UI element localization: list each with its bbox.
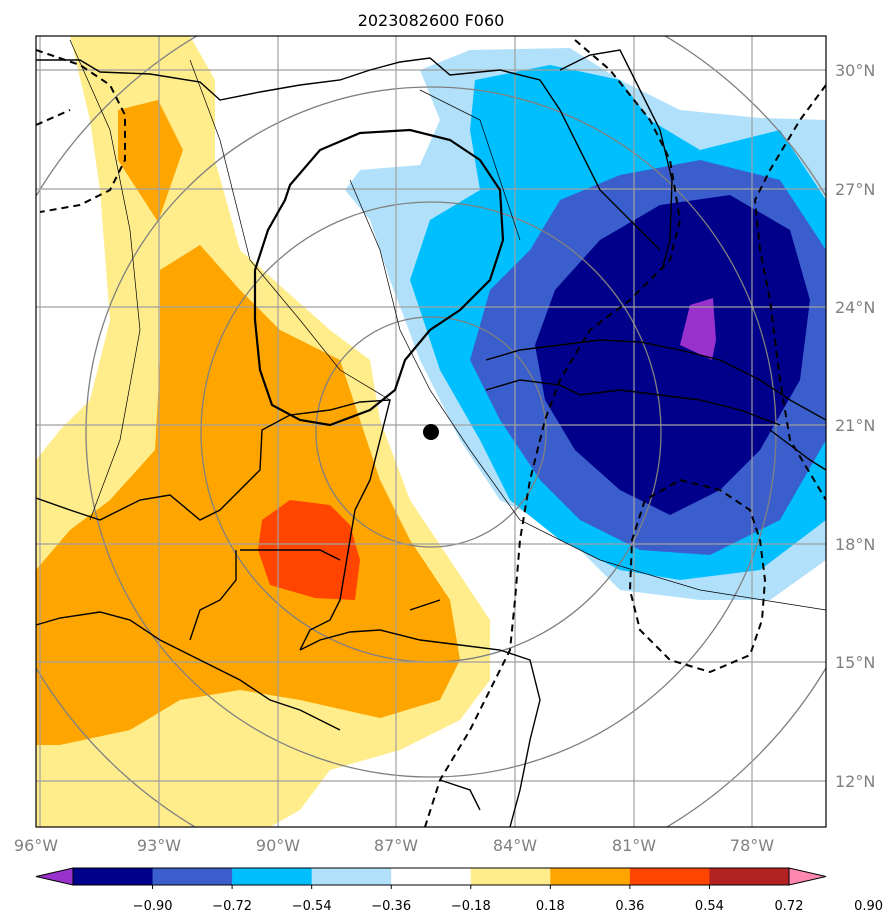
latitude-labels: 30°N 27°N 24°N 21°N 18°N 15°N 12°N xyxy=(835,61,875,791)
colorbar-tick-label: −0.72 xyxy=(212,899,252,914)
lat-label: 18°N xyxy=(835,535,875,554)
shelf-contours xyxy=(69,39,826,611)
colorbar-tick-label: −0.54 xyxy=(292,899,332,914)
colorbar-segment xyxy=(629,868,710,885)
lat-label: 30°N xyxy=(835,61,875,80)
lon-label: 93°W xyxy=(137,836,181,855)
lon-label: 81°W xyxy=(612,836,656,855)
lon-label: 78°W xyxy=(730,836,774,855)
negative-contours xyxy=(36,39,826,827)
positive-contour xyxy=(253,128,505,427)
colorbar-segment xyxy=(311,868,392,885)
colorbar-tick-label: 0.90 xyxy=(854,899,883,914)
coastlines xyxy=(36,49,826,827)
positive-anomaly-medium-2 xyxy=(118,100,183,222)
colorbar-segment xyxy=(152,868,233,885)
lon-label: 90°W xyxy=(256,836,300,855)
lat-label: 21°N xyxy=(835,416,875,435)
colorbar-ticks: −0.90 −0.72 −0.54 −0.36 −0.18 0.18 0.36 … xyxy=(133,899,883,914)
graticule xyxy=(36,36,826,827)
colorbar-segment xyxy=(73,868,154,885)
colorbar-tick-label: 0.18 xyxy=(536,899,565,914)
lon-label: 84°W xyxy=(493,836,537,855)
colorbar xyxy=(35,867,827,889)
map-area xyxy=(36,36,826,827)
lon-label: 87°W xyxy=(374,836,418,855)
lat-label: 27°N xyxy=(835,180,875,199)
lat-label: 12°N xyxy=(835,772,875,791)
colorbar-segment xyxy=(232,868,313,885)
colorbar-segment xyxy=(470,868,551,885)
negative-anomaly-very-strong xyxy=(535,195,810,515)
colorbar-segment xyxy=(391,868,472,885)
colorbar-extension-high xyxy=(788,867,827,886)
colorbar-tick-label: −0.90 xyxy=(133,899,173,914)
colorbar-tick-label: 0.72 xyxy=(775,899,804,914)
lat-label: 15°N xyxy=(835,653,875,672)
colorbar-segment xyxy=(550,868,631,885)
lat-label: 24°N xyxy=(835,298,875,317)
colorbar-segment xyxy=(709,868,790,885)
colorbar-extension-low xyxy=(35,867,74,886)
colorbar-tick-label: 0.36 xyxy=(615,899,644,914)
map-frame xyxy=(35,35,827,828)
colorbar-tick-label: −0.18 xyxy=(451,899,491,914)
negative-anomaly-extreme xyxy=(680,298,716,360)
storm-center-marker xyxy=(423,424,439,440)
map-title: 2023082600 F060 xyxy=(358,11,505,30)
lon-label: 96°W xyxy=(14,836,58,855)
colorbar-frame xyxy=(72,867,790,886)
longitude-labels: 96°W 93°W 90°W 87°W 84°W 81°W 78°W xyxy=(14,836,774,855)
colorbar-tick-label: −0.36 xyxy=(371,899,411,914)
colorbar-tick-label: 0.54 xyxy=(695,899,724,914)
